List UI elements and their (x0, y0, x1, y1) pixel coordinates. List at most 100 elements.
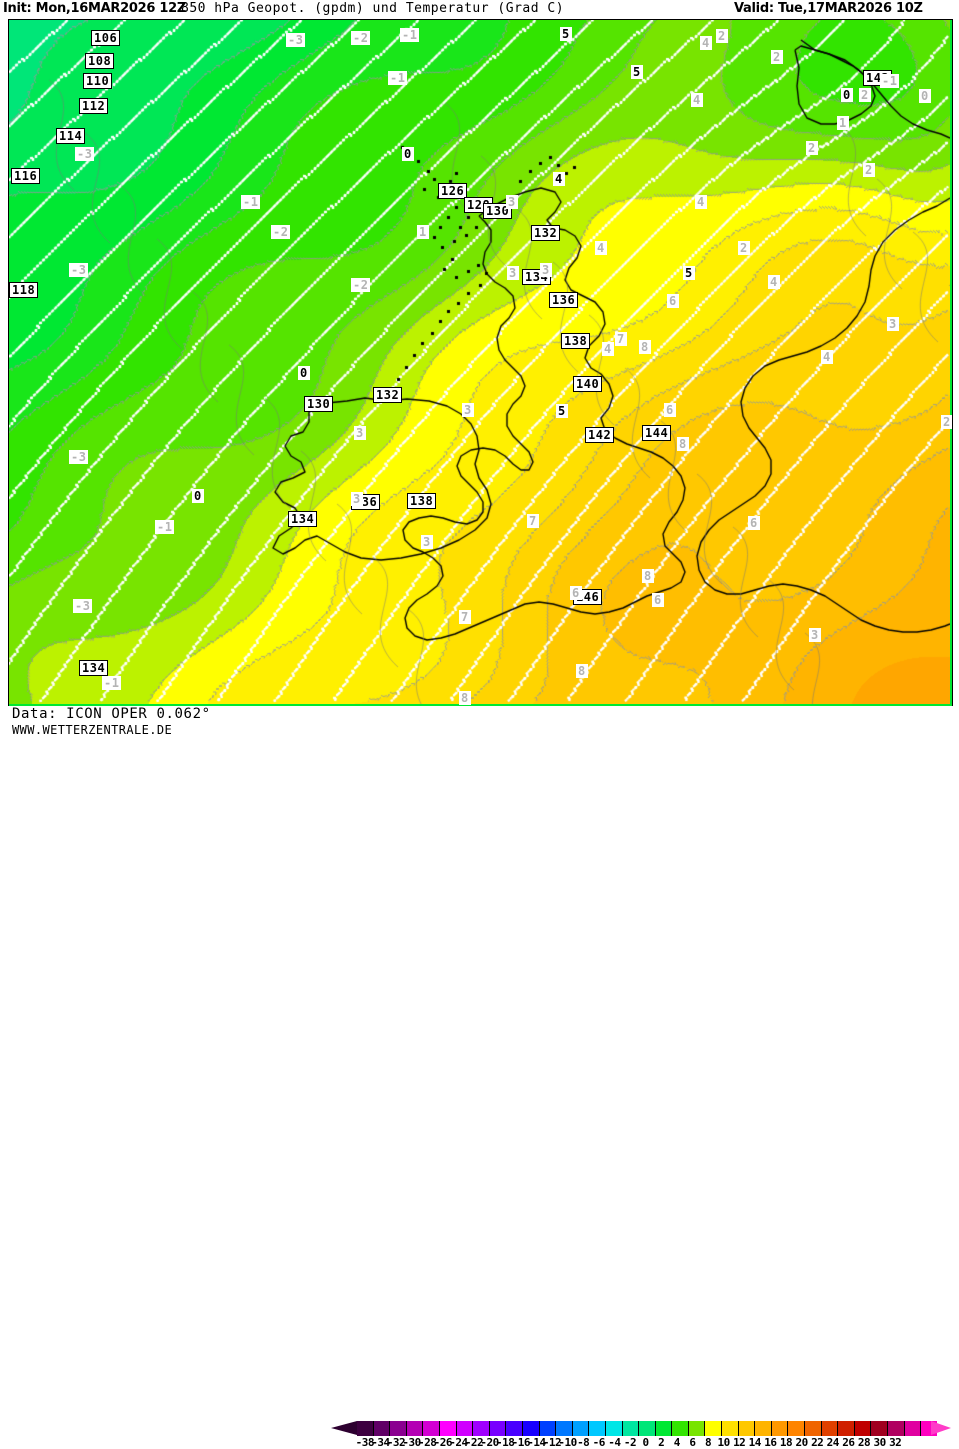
scale-swatch (455, 1421, 473, 1436)
geopotential-contour-label: 138 (561, 333, 591, 349)
temperature-contour-label: 5 (560, 27, 572, 41)
temperature-contour-label: -1 (400, 28, 420, 42)
temperature-contour-label: -1 (880, 74, 900, 88)
scale-swatch (837, 1421, 854, 1436)
temperature-contour-label: 4 (700, 36, 712, 50)
temperature-contour-label: 4 (602, 342, 614, 356)
temperature-contour-label: 5 (556, 404, 568, 418)
scale-swatch (654, 1421, 672, 1436)
temperature-contour-label: -1 (388, 71, 408, 85)
temperature-contour-label: 0 (192, 489, 204, 503)
scale-tick-label: 30 (873, 1436, 886, 1449)
temperature-contour-label: 7 (527, 514, 539, 528)
scale-tick-label: 4 (673, 1436, 681, 1449)
scale-tick-label: 8 (704, 1436, 712, 1449)
scale-swatch (505, 1421, 522, 1436)
temperature-contour-label: 8 (576, 664, 588, 678)
scale-tick-label: 20 (795, 1436, 808, 1449)
scale-tick-label: -2 (623, 1436, 637, 1449)
temperature-contour-label: 0 (841, 88, 853, 102)
temperature-contour-label: -1 (102, 676, 122, 690)
temperature-contour-label: 3 (887, 317, 899, 331)
temperature-contour-label: 2 (716, 29, 728, 43)
temperature-contour-label: -3 (69, 450, 89, 464)
temperature-contour-label: -3 (75, 147, 95, 161)
geopotential-contour-label: 112 (79, 98, 109, 114)
temperature-contour-label: 6 (748, 516, 760, 530)
temperature-contour-label: 6 (667, 294, 679, 308)
temperature-contour-label: 3 (354, 426, 366, 440)
scale-swatch (903, 1421, 921, 1436)
scale-swatch (770, 1421, 788, 1436)
scale-swatch (422, 1421, 439, 1436)
scale-tick-label: 26 (842, 1436, 855, 1449)
temperature-contour-label: 4 (768, 275, 780, 289)
scale-swatch (538, 1421, 556, 1436)
temperature-contour-label: 4 (695, 195, 707, 209)
scale-swatch (754, 1421, 771, 1436)
temperature-contour-label: 0 (919, 89, 931, 103)
header-valid-text: Valid: Tue,17MAR2026 10Z (734, 1, 923, 16)
data-source-text: Data: ICON OPER 0.062° (12, 706, 211, 722)
scale-swatch (853, 1421, 871, 1436)
temperature-contour-label: 2 (806, 141, 818, 155)
scale-tick-label: -10 (558, 1436, 577, 1449)
weather-map[interactable]: 106 108 110 112 114 116 118 126 128 130 132 134 136 1… (8, 19, 953, 707)
temperature-contour-label: 7 (615, 332, 627, 346)
scale-swatch (687, 1421, 705, 1436)
temperature-contour-label: 2 (771, 50, 783, 64)
scale-swatch (870, 1421, 887, 1436)
temperature-contour-label: 3 (540, 263, 552, 277)
geopotential-contour-label: 108 (85, 53, 115, 69)
map-header: Init: Mon,16MAR2026 12Z 850 hPa Geopot. … (0, 0, 959, 18)
temperature-contour-label: -2 (271, 225, 291, 239)
temperature-contour-label: 8 (642, 569, 654, 583)
scale-swatch (621, 1421, 639, 1436)
temperature-contour-label: 4 (821, 350, 833, 364)
temperature-contour-label: -1 (241, 195, 261, 209)
temperature-contour-label: 3 (421, 535, 433, 549)
scale-swatch (638, 1421, 655, 1436)
website-text: WWW.WETTERZENTRALE.DE (12, 723, 173, 737)
temperature-contour-label: 4 (553, 172, 565, 186)
temperature-contour-label: 1 (417, 225, 429, 239)
scale-swatch (804, 1421, 821, 1436)
geopotential-contour-label: 138 (407, 493, 437, 509)
temperature-contour-label: -2 (351, 278, 371, 292)
scale-swatches (357, 1421, 937, 1436)
geopotential-contour-label: 134 (79, 660, 109, 676)
scale-tick-label: 10 (717, 1436, 730, 1449)
temperature-contour-label: 5 (631, 65, 643, 79)
scale-arrow-right (931, 1421, 951, 1435)
temperature-contour-label: 8 (459, 691, 471, 705)
temperature-contour-label: 2 (863, 163, 875, 177)
geopotential-contour-label: 114 (56, 128, 86, 144)
scale-tick-label: 18 (779, 1436, 793, 1449)
temperature-contour-label: 6 (570, 586, 582, 600)
scale-swatch (438, 1421, 456, 1436)
temperature-contour-label: 4 (595, 241, 607, 255)
scale-swatch (488, 1421, 506, 1436)
temperature-contour-label: -3 (73, 599, 93, 613)
scale-tick-label: -6 (592, 1436, 606, 1449)
scale-tick-label: 6 (689, 1436, 696, 1449)
geopotential-contour-label: 130 (483, 203, 513, 219)
scale-swatch (704, 1421, 722, 1436)
geopotential-contour-label: 130 (304, 396, 334, 412)
geopotential-contour-label: 144 (642, 425, 672, 441)
scale-swatch (389, 1421, 406, 1436)
scale-swatch (571, 1421, 589, 1436)
temperature-contour-label: 2 (941, 415, 952, 429)
scale-tick-label: 22 (811, 1436, 824, 1449)
scale-tick-label: 2 (658, 1436, 665, 1449)
temperature-contour-label: 0 (298, 366, 310, 380)
temperature-contour-label: -3 (69, 263, 89, 277)
temperature-contour-label: 3 (507, 266, 519, 280)
temperature-contour-label: 3 (351, 492, 363, 506)
scale-swatch (472, 1421, 489, 1436)
scale-tick-label: 24 (826, 1436, 840, 1449)
temperature-contour-label: 2 (859, 88, 871, 102)
temperature-contour-label: 5 (683, 266, 695, 280)
scale-swatch (357, 1421, 373, 1436)
